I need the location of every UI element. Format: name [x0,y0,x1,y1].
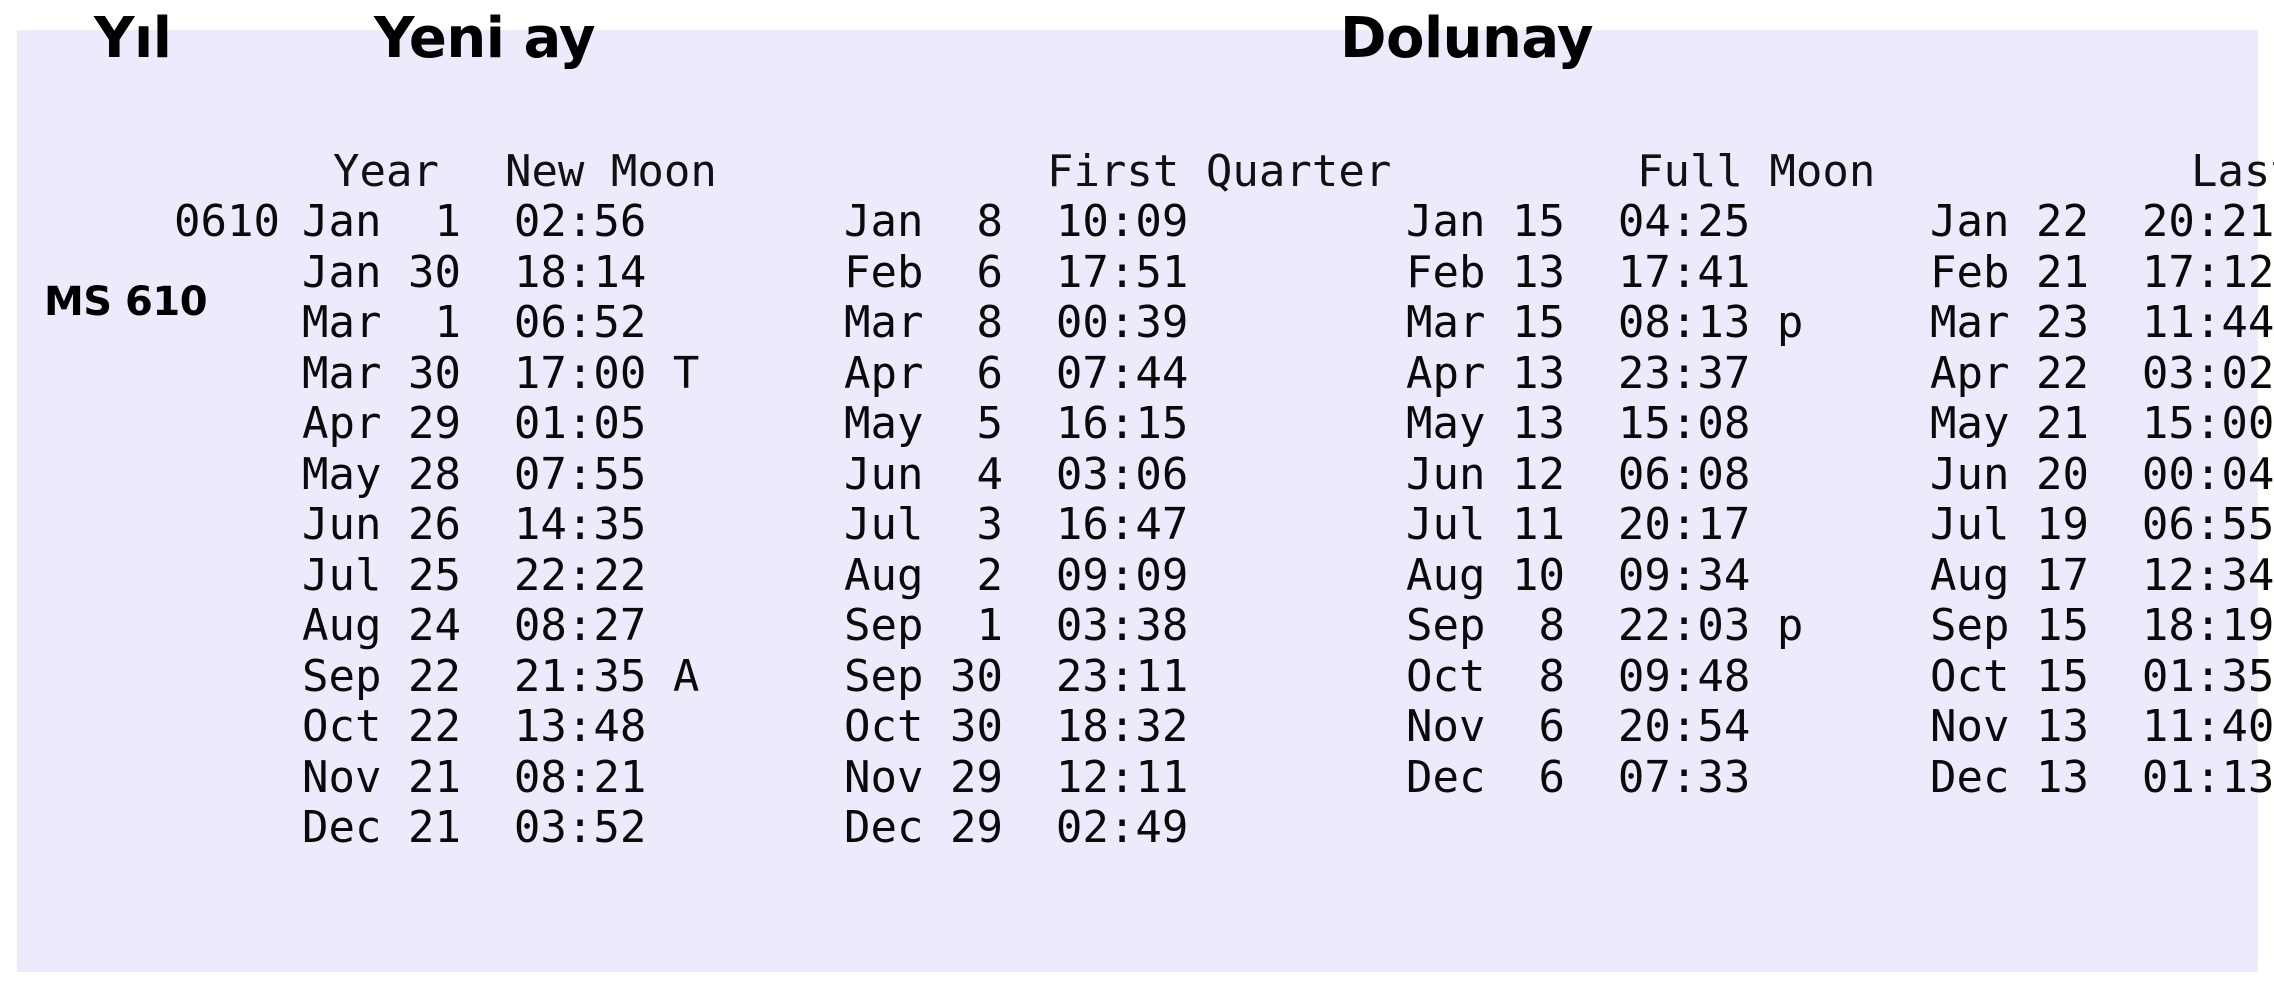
cell-full-moon: Oct 8 09:48 [1406,650,1751,702]
cell-full-moon: Aug 10 09:34 [1406,549,1751,601]
turkish-label-year-value: MS 610 [44,279,208,325]
cell-last-quarter: Oct 15 01:35 [1930,650,2274,702]
header-last-quarter: Last Quarter [2190,145,2274,197]
cell-new-moon: Aug 24 08:27 [302,600,647,651]
table-panel [17,30,2258,972]
table-row: Aug 24 08:27 Sep 1 03:38 Sep 8 22:03 p Sep … [0,600,2274,652]
cell-last-quarter: Feb 21 17:12 [1930,246,2274,298]
table-row: Oct 22 13:48 Oct 30 18:32 Nov 6 20:54 Nov 1… [0,701,2274,753]
table-row: Apr 29 01:05 May 5 16:15 May 13 15:08 May 2… [0,398,2274,450]
cell-full-moon: Jul 11 20:17 [1406,499,1751,550]
cell-last-quarter: Mar 23 11:44 [1930,297,2274,348]
cell-first-quarter: Sep 1 03:38 [844,600,1189,651]
table-row: Mar 30 17:00 T Apr 6 07:44 Apr 13 23:37 Apr… [0,347,2274,400]
cell-full-moon: Dec 6 07:33 [1406,751,1751,803]
cell-first-quarter: Oct 30 18:32 [844,701,1189,752]
cell-first-quarter: May 5 16:15 [844,398,1189,449]
cell-new-moon: Mar 30 17:00 T [302,347,700,399]
table-row: Jul 25 22:22 Aug 2 09:09 Aug 10 09:34 Aug 1… [0,549,2274,602]
cell-first-quarter: Nov 29 12:11 [844,751,1189,803]
cell-new-moon: Nov 21 08:21 [302,751,647,803]
cell-year: 0610 [174,196,280,247]
cell-last-quarter: Aug 17 12:34 [1930,549,2274,601]
cell-first-quarter: Feb 6 17:51 [844,246,1189,298]
cell-full-moon: May 13 15:08 [1406,398,1751,449]
table-row: Mar 1 06:52 Mar 8 00:39 Mar 15 08:13 p Mar … [0,297,2274,349]
table-row: May 28 07:55 Jun 4 03:06 Jun 12 06:08 Jun 2… [0,448,2274,501]
cell-new-moon: Jan 30 18:14 [302,246,647,298]
table-row: Dec 21 03:52 Dec 29 02:49 [0,802,2274,854]
cell-new-moon: Dec 21 03:52 [302,802,647,853]
cell-last-quarter: Jul 19 06:55 [1930,499,2274,550]
header-new-moon: New Moon [504,145,717,197]
cell-new-moon: Jun 26 14:35 [302,499,647,550]
cell-last-quarter: Jan 22 20:21 [1930,196,2274,247]
header-first-quarter: First Quarter [1046,145,1392,197]
cell-last-quarter: Sep 15 18:19 [1930,600,2274,651]
table-row: 0610 Jan 1 02:56 Jan 8 10:09 Jan 15 04:25 Ja… [0,196,2274,248]
cell-last-quarter: Jun 20 00:04 [1930,448,2274,500]
cell-first-quarter: Jan 8 10:09 [844,196,1189,247]
cell-full-moon: Sep 8 22:03 p [1406,600,1804,651]
cell-new-moon: Oct 22 13:48 [302,701,647,752]
cell-first-quarter: Sep 30 23:11 [844,650,1189,702]
table-body: 0610 Jan 1 02:56 Jan 8 10:09 Jan 15 04:25 Ja… [0,196,2274,854]
cell-first-quarter: Jul 3 16:47 [844,499,1189,550]
table-row: Nov 21 08:21 Nov 29 12:11 Dec 6 07:33 Dec 1… [0,751,2274,804]
cell-new-moon: Sep 22 21:35 A [302,650,700,702]
cell-last-quarter: May 21 15:00 [1930,398,2274,449]
cell-first-quarter: Aug 2 09:09 [844,549,1189,601]
cell-last-quarter: Apr 22 03:02 [1930,347,2274,399]
cell-new-moon: Jan 1 02:56 [302,196,647,247]
cell-first-quarter: Dec 29 02:49 [844,802,1189,853]
table-header-row: Year New Moon First Quarter Full Moon Last Q… [0,96,2274,196]
cell-full-moon: Jan 15 04:25 [1406,196,1751,247]
cell-last-quarter: Nov 13 11:40 [1930,701,2274,752]
turkish-label-year: Yıl [94,6,172,71]
cell-full-moon: Apr 13 23:37 [1406,347,1751,399]
cell-full-moon: Jun 12 06:08 [1406,448,1751,500]
cell-new-moon: Jul 25 22:22 [302,549,647,601]
cell-full-moon: Mar 15 08:13 p [1406,297,1804,348]
turkish-label-full-moon: Dolunay [1340,6,1593,71]
table-row: Jan 30 18:14 Feb 6 17:51 Feb 13 17:41 Feb 2… [0,246,2274,299]
header-year: Year [332,145,439,197]
cell-first-quarter: Mar 8 00:39 [844,297,1189,348]
header-full-moon: Full Moon [1636,145,1876,197]
cell-last-quarter: Dec 13 01:13 [1930,751,2274,803]
turkish-label-new-moon: Yeni ay [374,6,596,71]
cell-first-quarter: Jun 4 03:06 [844,448,1189,500]
cell-new-moon: May 28 07:55 [302,448,647,500]
cell-new-moon: Apr 29 01:05 [302,398,647,449]
table-row: Jun 26 14:35 Jul 3 16:47 Jul 11 20:17 Jul 1… [0,499,2274,551]
cell-full-moon: Nov 6 20:54 [1406,701,1751,752]
cell-first-quarter: Apr 6 07:44 [844,347,1189,399]
table-row: Sep 22 21:35 A Sep 30 23:11 Oct 8 09:48 Oct… [0,650,2274,703]
cell-full-moon: Feb 13 17:41 [1406,246,1751,298]
cell-new-moon: Mar 1 06:52 [302,297,647,348]
